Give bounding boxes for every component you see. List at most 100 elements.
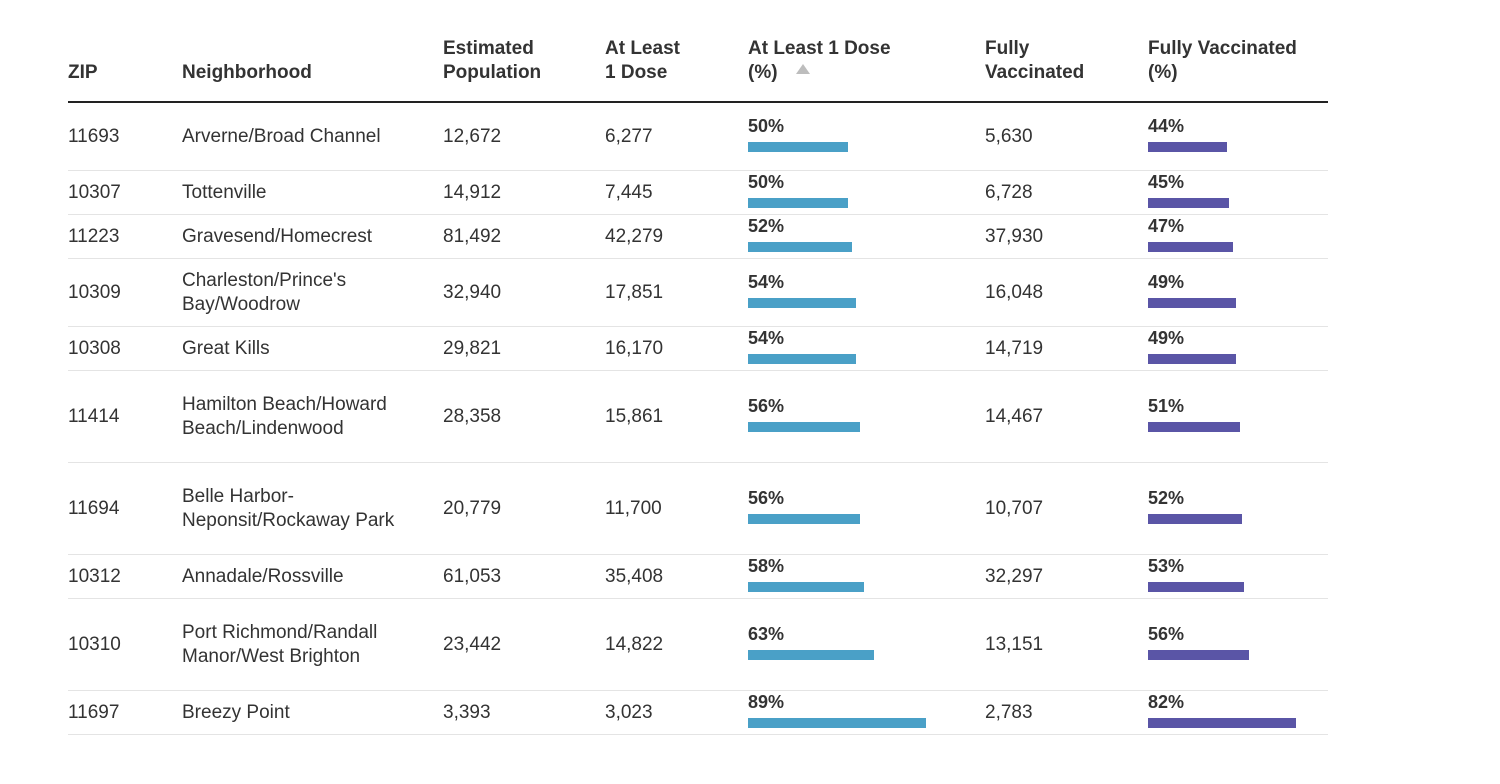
fully-vaccinated-pct-cell-label: 47% bbox=[1148, 215, 1185, 236]
at-least-1-dose-pct-cell: 50% bbox=[748, 103, 848, 170]
at-least-1-dose-pct-cell-bar bbox=[748, 297, 856, 308]
table-body: 11693 Arverne/Broad Channel 12,672 6,277 5,6… bbox=[68, 103, 1328, 735]
neighborhood-cell: Hamilton Beach/Howard Beach/Lindenwood bbox=[182, 393, 387, 439]
fully-vaccinated-pct-cell: 47% bbox=[1148, 215, 1233, 258]
at-least-1-dose-pct-cell-bar bbox=[748, 717, 926, 728]
at-least-1-dose-pct-cell: 52% bbox=[748, 215, 852, 258]
fully-vaccinated-cell: 6,728 bbox=[985, 181, 1033, 203]
fully-vaccinated-pct-cell: 56% bbox=[1148, 599, 1249, 690]
fully-vaccinated-pct-cell-bar bbox=[1148, 353, 1236, 364]
zip-cell: 10312 bbox=[68, 565, 121, 587]
zip-cell: 11693 bbox=[68, 125, 120, 147]
fully-vaccinated-pct-cell-label: 45% bbox=[1148, 171, 1185, 192]
fully-vaccinated-pct-cell-label: 56% bbox=[1148, 623, 1185, 644]
fully-vaccinated-cell: 14,467 bbox=[985, 405, 1044, 427]
at-least-1-dose-pct-cell-bar bbox=[748, 197, 848, 208]
fully-vaccinated-pct-cell-label: 49% bbox=[1148, 271, 1185, 292]
zip-cell: 10308 bbox=[68, 337, 121, 359]
at-least-1-dose-pct-cell: 54% bbox=[748, 327, 856, 370]
table-row: 10312 Annadale/Rossville 61,053 35,408 32,29… bbox=[68, 555, 1328, 599]
at-least-1-dose-pct-cell-label: 89% bbox=[748, 691, 785, 712]
at-least-1-dose-pct-cell: 50% bbox=[748, 171, 848, 214]
at-least-1-dose-pct-cell-bar bbox=[748, 353, 856, 364]
population-cell: 81,492 bbox=[443, 225, 502, 247]
fully-vaccinated-pct-cell-label: 53% bbox=[1148, 555, 1185, 576]
fully-vaccinated-pct-cell: 82% bbox=[1148, 691, 1296, 734]
at-least-1-dose-pct-cell: 54% bbox=[748, 259, 856, 326]
fully-vaccinated-pct-cell-label: 49% bbox=[1148, 327, 1185, 348]
fully-vaccinated-pct-cell-label: 51% bbox=[1148, 395, 1185, 416]
header-estimated-population[interactable]: Estimated Population bbox=[443, 38, 542, 83]
header-zip[interactable]: ZIP bbox=[68, 62, 98, 83]
zip-cell: 10310 bbox=[68, 633, 121, 655]
table-row: 10309 Charleston/Prince's Bay/Woodrow 32,9… bbox=[68, 259, 1328, 327]
zip-cell: 11697 bbox=[68, 701, 120, 723]
at-least-1-dose-pct-cell-bar bbox=[748, 141, 848, 152]
fully-vaccinated-pct-cell-label: 44% bbox=[1148, 115, 1185, 136]
at-least-1-dose-cell: 35,408 bbox=[605, 565, 664, 587]
neighborhood-cell: Gravesend/Homecrest bbox=[182, 225, 373, 247]
neighborhood-cell: Great Kills bbox=[182, 337, 270, 359]
table-header: ZIP Neighborhood Estimated Population At… bbox=[68, 0, 1328, 103]
fully-vaccinated-pct-cell-bar bbox=[1148, 197, 1229, 208]
fully-vaccinated-pct-cell-bar bbox=[1148, 241, 1233, 252]
at-least-1-dose-pct-cell: 56% bbox=[748, 371, 860, 462]
at-least-1-dose-pct-cell-label: 50% bbox=[748, 171, 785, 192]
at-least-1-dose-pct-cell: 89% bbox=[748, 691, 926, 734]
table-row: 11414 Hamilton Beach/Howard Beach/Lindenw… bbox=[68, 371, 1328, 463]
fully-vaccinated-cell: 37,930 bbox=[985, 225, 1044, 247]
fully-vaccinated-cell: 10,707 bbox=[985, 497, 1044, 519]
population-cell: 3,393 bbox=[443, 701, 491, 723]
header-fully-vaccinated[interactable]: Fully Vaccinated bbox=[985, 38, 1085, 83]
population-cell: 29,821 bbox=[443, 337, 502, 359]
table-row: 11693 Arverne/Broad Channel 12,672 6,277 5,6… bbox=[68, 103, 1328, 171]
fully-vaccinated-pct-cell-bar bbox=[1148, 513, 1242, 524]
header-at-least-1-dose[interactable]: At Least 1 Dose bbox=[605, 38, 680, 83]
population-cell: 32,940 bbox=[443, 281, 502, 303]
at-least-1-dose-pct-cell: 56% bbox=[748, 463, 860, 554]
neighborhood-cell: Breezy Point bbox=[182, 701, 290, 723]
zip-cell: 11694 bbox=[68, 497, 120, 519]
fully-vaccinated-pct-cell-bar bbox=[1148, 649, 1249, 660]
header-at-least-1-dose-pct[interactable]: At Least 1 Dose (%) bbox=[748, 13, 891, 85]
at-least-1-dose-pct-cell-bar bbox=[748, 421, 860, 432]
zip-cell: 10309 bbox=[68, 281, 121, 303]
header-neighborhood[interactable]: Neighborhood bbox=[182, 62, 312, 83]
fully-vaccinated-pct-cell: 49% bbox=[1148, 327, 1236, 370]
zip-cell: 10307 bbox=[68, 181, 121, 203]
fully-vaccinated-cell: 13,151 bbox=[985, 633, 1044, 655]
sort-ascending-icon[interactable] bbox=[795, 64, 810, 74]
fully-vaccinated-pct-cell-bar bbox=[1148, 297, 1236, 308]
at-least-1-dose-pct-cell: 58% bbox=[748, 555, 864, 598]
fully-vaccinated-cell: 5,630 bbox=[985, 125, 1033, 147]
header-fully-vaccinated-pct[interactable]: Fully Vaccinated (%) bbox=[1148, 38, 1297, 83]
table-row: 10310 Port Richmond/Randall Manor/West Br… bbox=[68, 599, 1328, 691]
at-least-1-dose-cell: 11,700 bbox=[605, 497, 662, 519]
at-least-1-dose-pct-cell-label: 50% bbox=[748, 115, 785, 136]
neighborhood-cell: Annadale/Rossville bbox=[182, 565, 344, 587]
at-least-1-dose-pct-cell-bar bbox=[748, 241, 852, 252]
at-least-1-dose-cell: 17,851 bbox=[605, 281, 664, 303]
fully-vaccinated-pct-cell: 49% bbox=[1148, 259, 1236, 326]
table-row: 11694 Belle Harbor-Neponsit/Rockaway Park… bbox=[68, 463, 1328, 555]
population-cell: 61,053 bbox=[443, 565, 502, 587]
population-cell: 20,779 bbox=[443, 497, 502, 519]
table-row: 10307 Tottenville 14,912 7,445 6,728 50% 45% bbox=[68, 171, 1328, 215]
at-least-1-dose-pct-cell-label: 58% bbox=[748, 555, 785, 576]
at-least-1-dose-cell: 14,822 bbox=[605, 633, 664, 655]
at-least-1-dose-cell: 42,279 bbox=[605, 225, 664, 247]
fully-vaccinated-pct-cell: 44% bbox=[1148, 103, 1227, 170]
at-least-1-dose-pct-cell-label: 54% bbox=[748, 271, 785, 292]
table-row: 11697 Breezy Point 3,393 3,023 2,783 89% 82% bbox=[68, 691, 1328, 735]
at-least-1-dose-pct-cell-label: 54% bbox=[748, 327, 785, 348]
at-least-1-dose-pct-cell-bar bbox=[748, 513, 860, 524]
at-least-1-dose-cell: 3,023 bbox=[605, 701, 653, 723]
fully-vaccinated-pct-cell: 53% bbox=[1148, 555, 1244, 598]
fully-vaccinated-pct-cell-label: 52% bbox=[1148, 487, 1185, 508]
fully-vaccinated-cell: 2,783 bbox=[985, 701, 1033, 723]
at-least-1-dose-pct-cell-label: 56% bbox=[748, 487, 785, 508]
neighborhood-cell: Arverne/Broad Channel bbox=[182, 125, 381, 147]
header-at-least-1-dose-pct-label: At Least 1 Dose (%) bbox=[748, 38, 891, 83]
neighborhood-cell: Belle Harbor-Neponsit/Rockaway Park bbox=[182, 485, 395, 531]
neighborhood-cell: Port Richmond/Randall Manor/West Brighto… bbox=[182, 621, 378, 667]
